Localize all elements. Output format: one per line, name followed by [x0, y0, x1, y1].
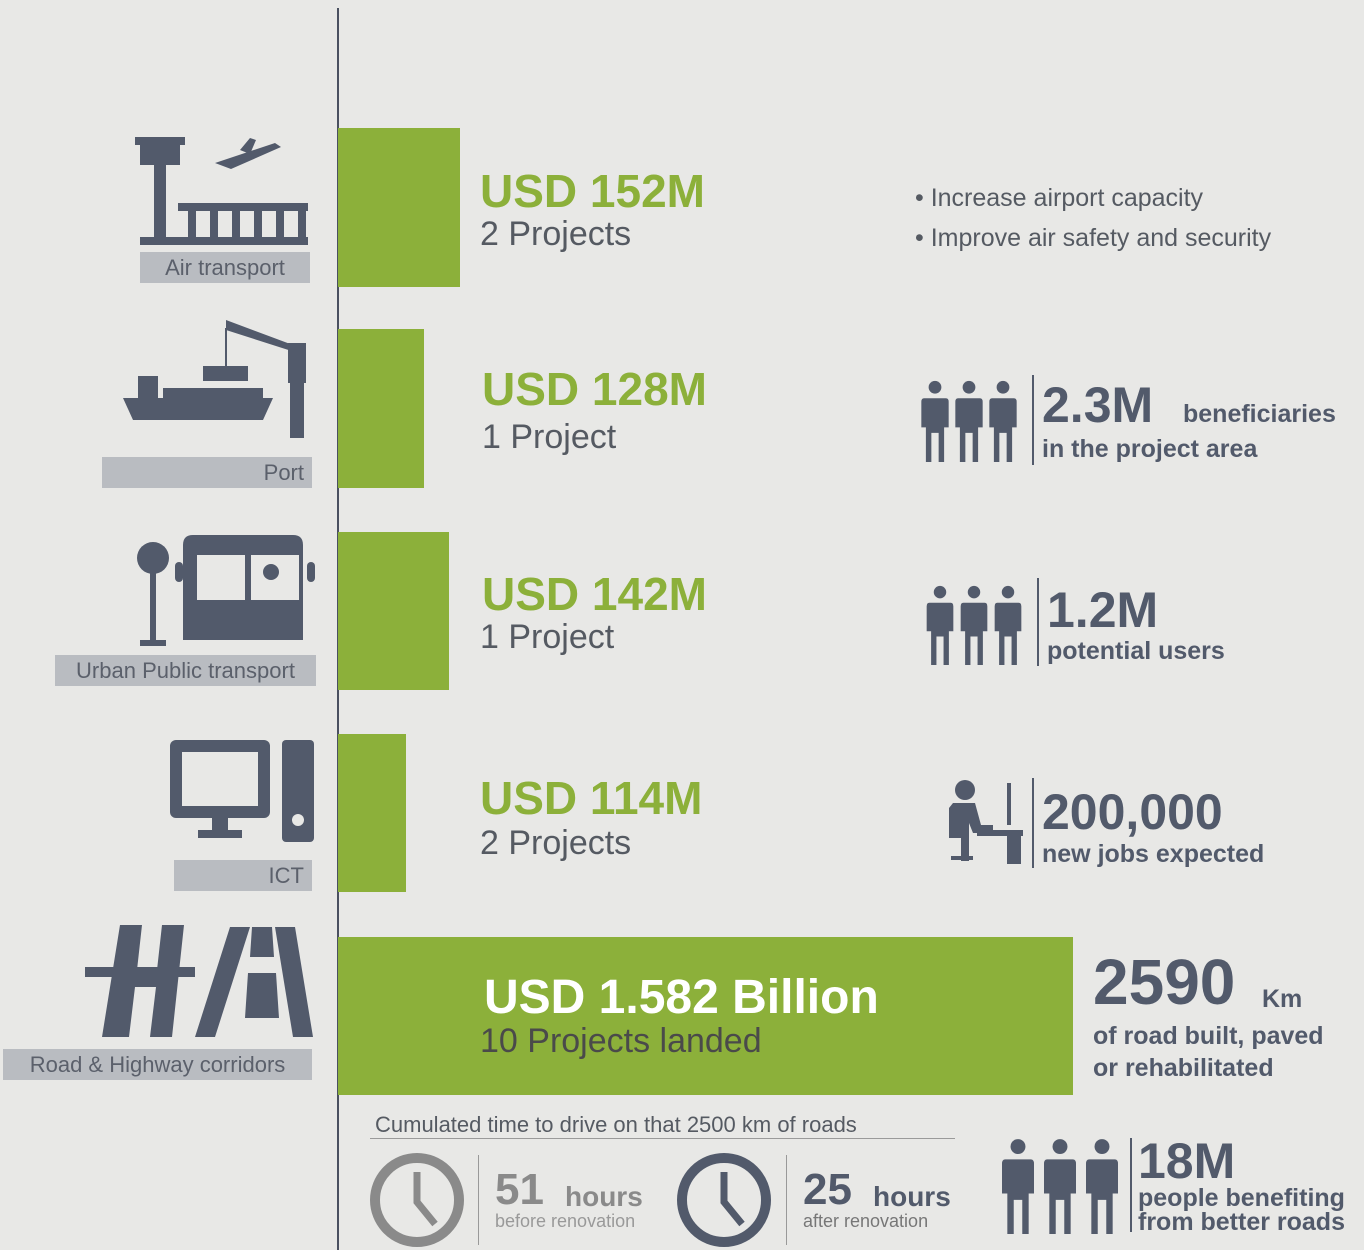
hours-label: after renovation [803, 1212, 928, 1230]
air-icon [130, 125, 310, 250]
amount: USD 152M [480, 168, 705, 214]
rule [370, 1138, 955, 1139]
projects: 2 Projects [480, 217, 631, 251]
projects: 1 Project [480, 620, 614, 654]
divider [1037, 578, 1039, 666]
stat-value: 2.3M [1042, 380, 1153, 430]
sector-label: Road & Highway corridors [3, 1049, 312, 1080]
divider [786, 1155, 787, 1245]
sector-label: ICT [174, 860, 312, 891]
projects: 1 Project [482, 420, 616, 454]
bar [338, 128, 460, 287]
projects: 10 Projects landed [480, 1024, 762, 1058]
hours-value: 25 [803, 1168, 852, 1212]
road-icon [85, 925, 313, 1037]
sector-label: Port [102, 457, 312, 488]
sector-label: Air transport [140, 252, 310, 283]
projects: 2 Projects [480, 826, 631, 860]
stat-value: 2590 [1093, 950, 1235, 1014]
bar [338, 329, 424, 488]
stat-text: potential users [1047, 639, 1225, 664]
people-value: 18M [1138, 1136, 1235, 1186]
divider [1032, 778, 1034, 868]
ict-icon [170, 740, 315, 845]
stat-text: of road built, paved [1093, 1024, 1324, 1049]
bar [338, 734, 406, 892]
stat-value: 1.2M [1047, 585, 1158, 635]
amount: USD 114M [480, 775, 702, 821]
sector-label: Urban Public transport [55, 655, 316, 686]
divider [478, 1155, 479, 1245]
people-text: from better roads [1138, 1210, 1345, 1235]
bullet: Increase airport capacity [931, 184, 1203, 212]
amount: USD 128M [482, 366, 707, 412]
stat-text: in the project area [1042, 437, 1257, 462]
hours-label: before renovation [495, 1212, 635, 1230]
hours-unit: hours [565, 1183, 643, 1211]
people-icon [1000, 1138, 1122, 1234]
clock-icon [367, 1150, 467, 1250]
divider [1032, 375, 1034, 465]
stat-value: 200,000 [1042, 787, 1223, 837]
bullet: Improve air safety and security [931, 224, 1271, 252]
port-icon [118, 318, 316, 453]
stat-text: new jobs expected [1042, 842, 1264, 867]
stat-unit: beneficiaries [1183, 402, 1336, 427]
hours-unit: hours [873, 1183, 951, 1211]
bus-icon [135, 530, 315, 650]
hours-value: 51 [495, 1168, 544, 1212]
divider [1130, 1138, 1132, 1232]
clock-icon [674, 1150, 774, 1250]
stat-text: or rehabilitated [1093, 1056, 1274, 1081]
stat-unit: Km [1262, 987, 1302, 1012]
people-icon [925, 585, 1027, 665]
page: {"sectors":[ {"label":"Air transport","a… [0, 0, 1364, 1250]
caption: Cumulated time to drive on that 2500 km … [375, 1114, 857, 1136]
amount: USD 1.582 Billion [484, 974, 879, 1022]
amount: USD 142M [482, 571, 707, 617]
worker-icon [945, 778, 1025, 864]
people-icon [920, 380, 1022, 462]
bar [338, 532, 449, 690]
